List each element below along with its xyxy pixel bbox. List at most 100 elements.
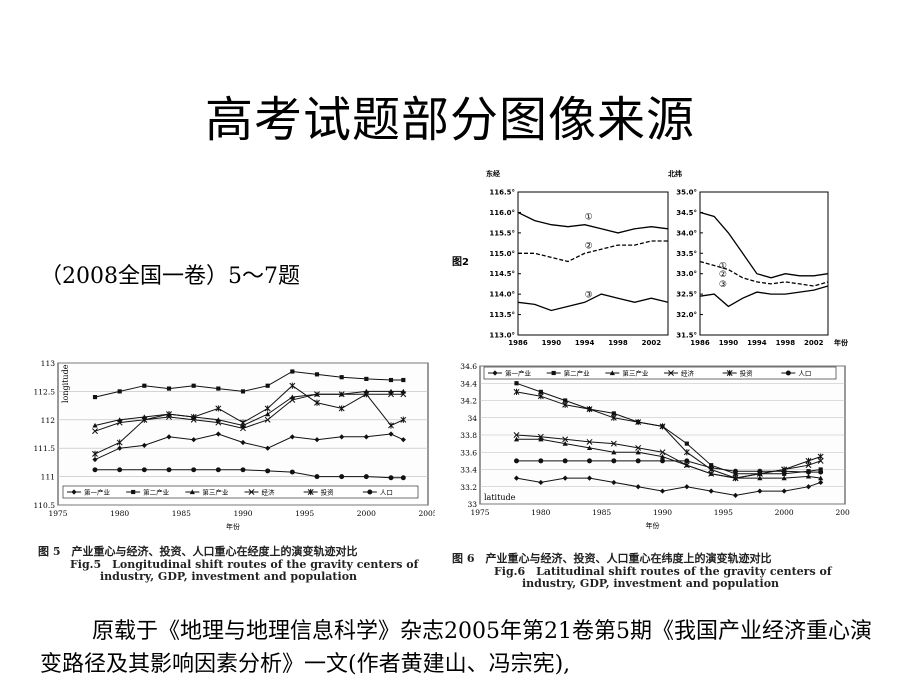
- fig6-data-point: [563, 398, 568, 403]
- fig5-data-point: [215, 431, 221, 437]
- fig2-right-ytick: 31.5°: [676, 332, 697, 340]
- fig2-right-frame: [699, 191, 829, 336]
- fig6-data-point: [709, 463, 714, 468]
- fig5-data-point: [388, 422, 394, 429]
- fig5-data-point: [215, 467, 221, 473]
- fig2-right-series-line: [699, 211, 829, 279]
- fig5-data-point: [314, 391, 320, 398]
- fig6-data-point: [538, 458, 544, 464]
- figure-5-caption-en1: Fig.5 Longitudinal shift routes of the g…: [70, 558, 419, 571]
- fig2-right-series-line: [699, 285, 829, 308]
- fig6-data-point: [562, 401, 569, 408]
- fig5-data-point: [388, 377, 394, 383]
- fig6-data-point: [817, 453, 824, 460]
- fig5-data-point: [388, 391, 394, 398]
- fig2-right-xtick: 1990: [719, 339, 739, 347]
- fig6-data-point: [659, 453, 666, 459]
- fig6-xtick: 1985: [592, 508, 611, 517]
- fig5-data-point: [92, 422, 98, 428]
- fig6-data-point: [610, 414, 617, 421]
- fig6-data-point: [805, 473, 812, 479]
- fig5-data-point: [141, 442, 147, 448]
- fig2-left-ytick: 114.5°: [489, 270, 515, 278]
- fig2-left-xtick: 1998: [608, 339, 628, 347]
- fig6-legend-marker: [609, 370, 615, 376]
- page-title: 高考试题部分图像来源: [204, 92, 695, 148]
- fig5-data-point: [166, 467, 172, 473]
- fig5-legend-marker: [367, 489, 373, 495]
- fig5-xunit: 年份: [226, 522, 240, 531]
- fig5-data-point: [265, 468, 271, 474]
- fig5-data-point: [92, 395, 98, 400]
- fig6-data-point: [537, 433, 544, 440]
- figure-2-svg: 图2 东经 116.5° 116.0° 115.5° 115.0° 114.5° 114.0…: [452, 169, 849, 347]
- fig6-ytick: 33.2: [460, 483, 477, 492]
- fig2-left-xtick: 1994: [575, 339, 595, 347]
- fig6-legend: [483, 366, 837, 380]
- figure-5-caption: 图 5 产业重心与经济、投资、人口重心在经度上的演变轨迹对比 Fig.5 Lon…: [38, 543, 438, 583]
- fig6-series-line: [516, 382, 821, 475]
- fig6-data-point: [818, 475, 824, 481]
- fig5-xtick: 1975: [48, 509, 67, 518]
- fig6-data-point: [562, 436, 569, 443]
- fig2-left-series-marker: ③: [585, 290, 593, 300]
- fig2-right-ytick: 32.5°: [676, 291, 697, 299]
- fig6-data-point: [586, 438, 593, 445]
- fig6-data-point: [635, 484, 641, 490]
- fig5-legend-label: 投资: [321, 488, 335, 497]
- fig6-xtick: 1980: [531, 508, 550, 517]
- fig5-data-point: [400, 391, 407, 398]
- fig2-right-ytick: 33.0°: [676, 270, 697, 278]
- fig2-left-ytick: 116.0°: [489, 209, 515, 217]
- fig5-data-point: [265, 383, 270, 388]
- fig6-ylabel: latitude: [484, 493, 516, 502]
- fig6-data-point: [805, 457, 812, 464]
- fig2-right-ytick: 34.0°: [676, 229, 697, 237]
- fig6-data-point: [538, 436, 544, 442]
- fig5-data-point: [363, 391, 370, 398]
- fig6-data-point: [635, 449, 641, 455]
- fig6-data-point: [733, 468, 738, 474]
- fig5-data-point: [265, 411, 271, 417]
- fig5-series-line: [94, 433, 404, 461]
- fig2-right-xtick: 1998: [776, 339, 796, 347]
- fig6-data-point: [683, 462, 690, 469]
- fig6-data-point: [562, 441, 568, 446]
- fig6-data-point: [708, 465, 714, 471]
- fig6-data-point: [514, 458, 519, 464]
- fig6-xtick: 1975: [470, 508, 489, 517]
- fig6-data-point: [513, 436, 520, 442]
- exam-subtitle: （2008全国一卷）5～7题: [40, 264, 300, 289]
- fig5-data-point: [400, 416, 407, 423]
- fig6-data-point: [513, 388, 520, 395]
- fig5-ytick: 112.5: [34, 387, 56, 396]
- fig5-data-point: [338, 405, 345, 412]
- fig6-data-point: [818, 467, 823, 472]
- fig6-data-point: [611, 449, 617, 455]
- fig5-data-point: [290, 369, 295, 374]
- fig5-data-point: [388, 431, 394, 437]
- fig5-series-line: [94, 385, 404, 455]
- fig5-data-point: [314, 399, 320, 406]
- fig5-legend-marker: [248, 489, 255, 495]
- fig6-data-point: [708, 470, 715, 477]
- fig6-data-point: [684, 441, 689, 446]
- fig2-right-ytick: 35.0°: [676, 189, 697, 197]
- fig5-data-point: [240, 419, 246, 426]
- fig5-legend-label: 第一产业: [84, 488, 111, 497]
- fig6-ytick: 34.6: [460, 362, 477, 371]
- fig6-series-line: [516, 391, 821, 479]
- fig2-left-ytick: 114.0°: [489, 291, 515, 299]
- fig6-ytick: 33.8: [460, 431, 477, 440]
- fig6-ytick: 33.4: [460, 466, 477, 475]
- fig6-data-point: [684, 458, 690, 464]
- fig6-data-point: [817, 457, 824, 464]
- fig6-xtick: 1995: [714, 508, 733, 517]
- fig2-right-ytick: 32.0°: [676, 311, 697, 319]
- fig5-data-point: [116, 419, 123, 426]
- fig5-plot-frame: [57, 362, 429, 506]
- fig5-legend-label: 第二产业: [143, 488, 170, 497]
- fig5-legend-marker: [189, 489, 195, 495]
- fig2-left-series-marker: ②: [585, 241, 593, 251]
